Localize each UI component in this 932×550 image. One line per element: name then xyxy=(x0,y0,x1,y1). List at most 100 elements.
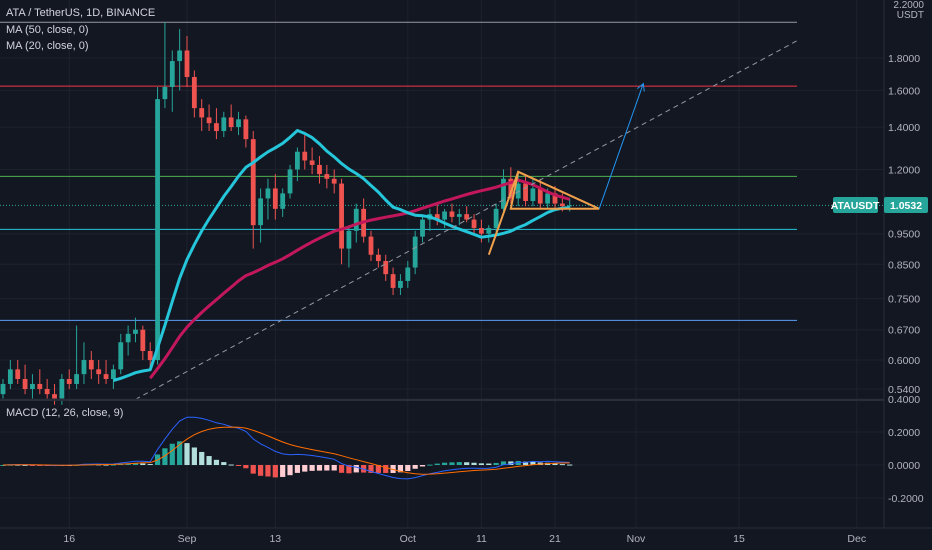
candle-body xyxy=(81,360,87,375)
candle-body xyxy=(59,379,65,400)
price-tick-label: 0.7500 xyxy=(888,294,920,306)
candle-body xyxy=(479,227,484,234)
price-tick-label: 0.6700 xyxy=(888,325,920,337)
candle-body xyxy=(214,123,219,132)
macd-histogram-bar xyxy=(486,463,492,465)
currency-top-value: 2.2000 xyxy=(893,0,924,11)
symbol-title[interactable]: ATA / TetherUS, 1D, BINANCE xyxy=(6,7,156,19)
candle-body xyxy=(434,214,440,220)
candle-body xyxy=(383,261,389,275)
candle-body xyxy=(258,198,263,226)
candle-body xyxy=(346,230,352,249)
candle-body xyxy=(545,193,551,204)
macd-histogram-bar xyxy=(147,464,153,466)
ma50-legend[interactable]: MA (50, close, 0) xyxy=(6,24,89,36)
candle-body xyxy=(559,203,565,207)
macd-histogram-bar xyxy=(471,462,477,465)
candle-body xyxy=(228,117,234,128)
candle-body xyxy=(30,383,35,389)
macd-histogram-bar xyxy=(22,464,28,466)
ma20-line xyxy=(112,129,570,382)
macd-histogram-bar xyxy=(456,462,462,465)
candle-body xyxy=(456,214,462,217)
candle-body xyxy=(162,86,168,100)
macd-histogram-bar xyxy=(530,461,536,465)
candle-body xyxy=(184,50,190,77)
macd-histogram-bar xyxy=(280,465,286,477)
symbol-tag-box xyxy=(833,197,878,213)
projection-arrow-head xyxy=(636,82,645,92)
projection-arrow-line xyxy=(598,83,644,209)
candle-body xyxy=(280,193,286,209)
macd-histogram-bar xyxy=(228,464,234,466)
price-tag-value: 1.0532 xyxy=(890,200,922,212)
macd-histogram-bar xyxy=(169,443,175,465)
candle-body xyxy=(125,333,131,343)
macd-line xyxy=(2,416,570,480)
macd-tick-label: 0.2000 xyxy=(888,427,920,439)
time-axis[interactable]: 16 Sep 13 Oct 11 21 Nov 15 Dec xyxy=(63,533,866,545)
candle-body xyxy=(250,139,256,226)
macd-histogram-bar xyxy=(346,465,352,474)
ma20-legend[interactable]: MA (20, close, 0) xyxy=(6,40,89,52)
candle-body xyxy=(493,208,499,228)
time-tick-label: 13 xyxy=(269,533,281,545)
macd-histogram-bar xyxy=(353,465,359,473)
candle-body xyxy=(420,219,425,237)
candle-body xyxy=(317,164,322,175)
macd-histogram-bar xyxy=(478,463,484,465)
macd-histogram-bar xyxy=(427,464,433,466)
price-tick-label: 1.2000 xyxy=(888,164,920,176)
macd-histogram-bar xyxy=(29,465,36,466)
horizontal-lines xyxy=(0,21,884,321)
price-tick-label: 0.5400 xyxy=(888,384,920,396)
macd-histogram-bar xyxy=(515,460,521,465)
currency-unit: USDT xyxy=(896,10,924,21)
time-tick-label: 16 xyxy=(63,533,75,545)
candle-body xyxy=(442,211,447,220)
price-tick-label: 0.9500 xyxy=(888,229,920,241)
macd-histogram-bar xyxy=(110,464,116,466)
candle-body xyxy=(169,61,175,87)
macd-histogram-bar xyxy=(302,465,308,472)
candle-body xyxy=(375,254,381,262)
macd-histogram-bar xyxy=(338,465,345,473)
macd-histogram-bar xyxy=(272,465,278,478)
candle-body xyxy=(22,379,28,389)
macd-histogram-bar xyxy=(309,465,315,471)
candle-body xyxy=(37,383,43,389)
macd-histogram-bar xyxy=(287,465,293,476)
macd-histogram-bar xyxy=(397,465,404,473)
candle-body xyxy=(221,117,227,132)
price-axis[interactable]: 1.8000 1.6000 1.4000 1.2000 0.9500 0.8500 0.75… xyxy=(888,53,920,396)
drawings[interactable] xyxy=(135,39,799,400)
moving-averages xyxy=(112,129,571,382)
candle-body xyxy=(530,188,536,201)
candle-body xyxy=(111,369,116,380)
macd-histogram-bar xyxy=(419,465,426,467)
macd-axis[interactable]: 0.4000 0.2000 0.0000 -0.2000 xyxy=(888,394,924,505)
macd-histogram-bar xyxy=(522,461,529,465)
candle-body xyxy=(405,267,411,281)
macd-histogram-bar xyxy=(449,462,455,465)
macd-legend[interactable]: MACD (12, 26, close, 9) xyxy=(6,407,124,419)
candle-body xyxy=(206,117,212,124)
candle-body xyxy=(486,227,492,234)
macd-histogram-bar xyxy=(103,464,109,466)
macd-histogram-bar xyxy=(162,448,168,465)
candle-body xyxy=(44,389,50,395)
candle-body xyxy=(88,360,94,370)
macd-histogram-bar xyxy=(221,462,227,465)
macd-histogram-bar xyxy=(184,443,190,465)
macd-histogram-bar xyxy=(324,465,330,471)
macd-histogram-bar xyxy=(405,465,411,472)
candle-body xyxy=(96,369,102,375)
time-tick-label: Nov xyxy=(627,533,646,545)
macd-histogram-bar xyxy=(191,447,197,465)
signal-line xyxy=(2,426,570,475)
macd-histogram-bar xyxy=(493,462,499,465)
candle-body xyxy=(155,99,160,361)
time-tick-label: Dec xyxy=(847,533,866,545)
